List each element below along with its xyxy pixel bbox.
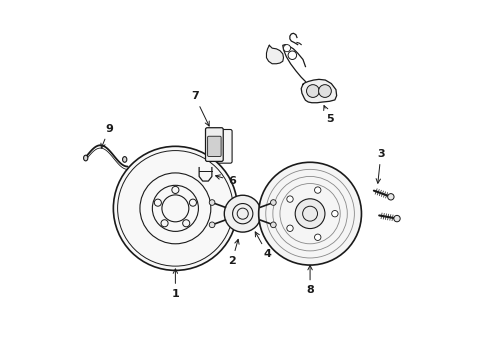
Circle shape [318, 85, 331, 98]
Circle shape [209, 222, 215, 228]
Text: 2: 2 [228, 239, 239, 266]
Circle shape [270, 222, 276, 228]
Circle shape [387, 194, 393, 200]
Ellipse shape [122, 157, 126, 162]
Circle shape [286, 225, 293, 231]
Circle shape [258, 162, 361, 265]
Text: 9: 9 [101, 124, 113, 148]
Polygon shape [301, 79, 336, 103]
Text: 6: 6 [215, 175, 236, 185]
Circle shape [224, 195, 261, 232]
Circle shape [295, 199, 325, 229]
Circle shape [283, 45, 290, 52]
FancyBboxPatch shape [207, 136, 221, 157]
Text: 5: 5 [323, 105, 333, 123]
Circle shape [113, 146, 237, 270]
Circle shape [331, 211, 337, 217]
Text: 8: 8 [305, 265, 313, 296]
Circle shape [209, 200, 215, 205]
Circle shape [393, 215, 399, 222]
Circle shape [287, 51, 296, 59]
Text: 1: 1 [171, 269, 179, 299]
Text: 3: 3 [375, 149, 384, 183]
Text: 7: 7 [191, 91, 209, 126]
Polygon shape [266, 45, 283, 64]
Circle shape [306, 85, 319, 98]
Circle shape [314, 187, 320, 193]
FancyBboxPatch shape [214, 130, 232, 163]
FancyBboxPatch shape [205, 128, 223, 161]
Circle shape [314, 234, 320, 240]
Circle shape [270, 200, 276, 205]
Text: 4: 4 [255, 232, 271, 259]
Ellipse shape [83, 155, 88, 161]
Circle shape [286, 196, 293, 202]
